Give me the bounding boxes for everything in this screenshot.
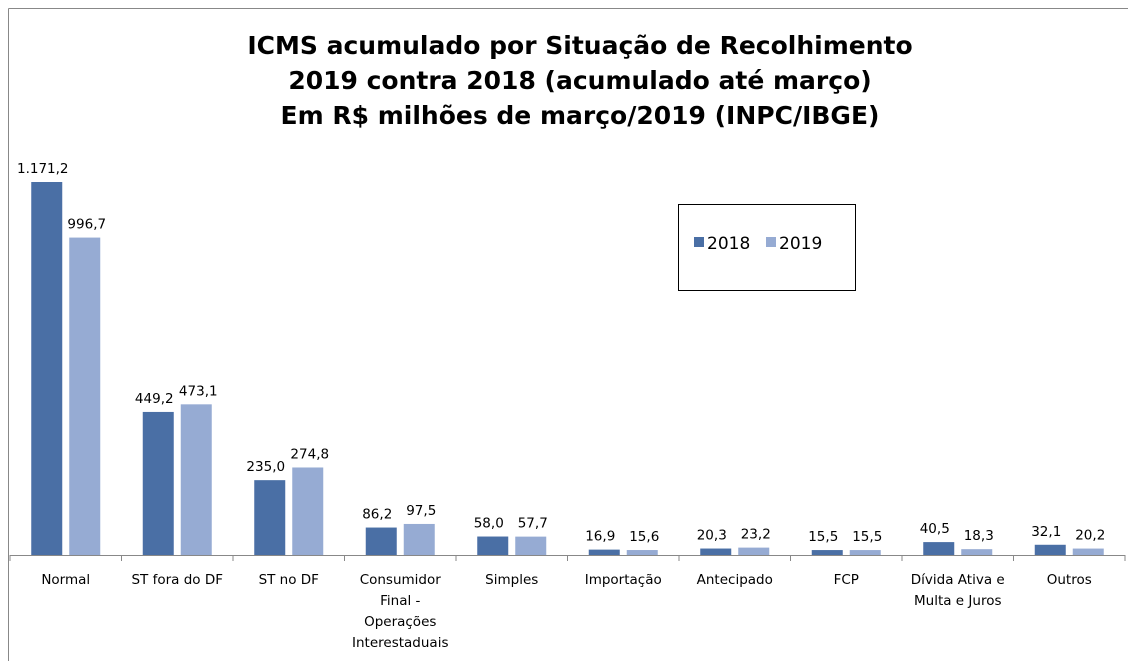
data-label: 473,1 — [179, 383, 218, 399]
data-label: 97,5 — [406, 503, 436, 519]
x-tick-label: ST fora do DF — [131, 572, 223, 588]
bar — [292, 467, 324, 555]
data-label: 40,5 — [920, 521, 950, 537]
bar — [849, 550, 881, 555]
bar — [923, 542, 955, 555]
x-tick-label: Simples — [485, 572, 539, 588]
bar — [69, 237, 101, 555]
x-tick-label: Dívida Ativa e Multa e Juros — [910, 572, 1005, 609]
chart-title: ICMS acumulado por Situação de Recolhime… — [247, 31, 912, 60]
chart-title: Em R$ milhões de março/2019 (INPC/IBGE) — [281, 101, 880, 130]
data-label: 57,7 — [518, 516, 548, 532]
data-label: 58,0 — [474, 516, 504, 532]
data-label: 1.171,2 — [17, 161, 69, 177]
bar — [142, 411, 174, 555]
data-label: 23,2 — [741, 527, 771, 543]
x-tick-label: Importação — [584, 572, 662, 588]
chart-title: 2019 contra 2018 (acumulado até março) — [288, 66, 871, 95]
bar — [403, 523, 435, 555]
bar — [811, 550, 843, 555]
data-label: 16,9 — [585, 529, 615, 545]
x-tick-label: Consumidor Final - Operações Interestadu… — [352, 572, 449, 651]
data-label: 18,3 — [964, 528, 994, 544]
data-label: 15,5 — [852, 529, 882, 545]
data-label: 20,3 — [697, 528, 727, 544]
legend-swatch — [694, 237, 704, 247]
bar — [1034, 544, 1066, 555]
bar — [31, 182, 63, 555]
data-label: 274,8 — [290, 446, 329, 462]
x-tick-label: Outros — [1046, 572, 1092, 588]
data-label: 32,1 — [1031, 524, 1061, 540]
legend-box — [678, 204, 856, 291]
data-label: 996,7 — [67, 217, 106, 233]
data-label: 15,6 — [629, 529, 659, 545]
bar — [477, 536, 509, 555]
x-tick-label: ST no DF — [258, 572, 319, 588]
x-tick-label: Antecipado — [696, 572, 773, 588]
data-label: 86,2 — [362, 507, 392, 523]
data-label: 235,0 — [246, 459, 285, 475]
legend-label: 2018 — [707, 234, 750, 254]
data-label: 449,2 — [135, 391, 174, 407]
data-label: 20,2 — [1075, 528, 1105, 544]
bar — [365, 527, 397, 555]
data-label: 15,5 — [808, 529, 838, 545]
legend-label: 2019 — [779, 234, 822, 254]
bar — [254, 480, 286, 555]
bar — [180, 404, 212, 555]
bar — [515, 536, 547, 555]
bar — [1072, 548, 1104, 555]
x-tick-label: FCP — [833, 572, 859, 588]
x-tick-label: Normal — [41, 572, 91, 588]
bar — [588, 549, 620, 555]
bar — [626, 550, 658, 555]
bar — [700, 548, 732, 555]
bar — [961, 549, 993, 555]
bar — [738, 547, 770, 555]
legend-swatch — [766, 237, 776, 247]
